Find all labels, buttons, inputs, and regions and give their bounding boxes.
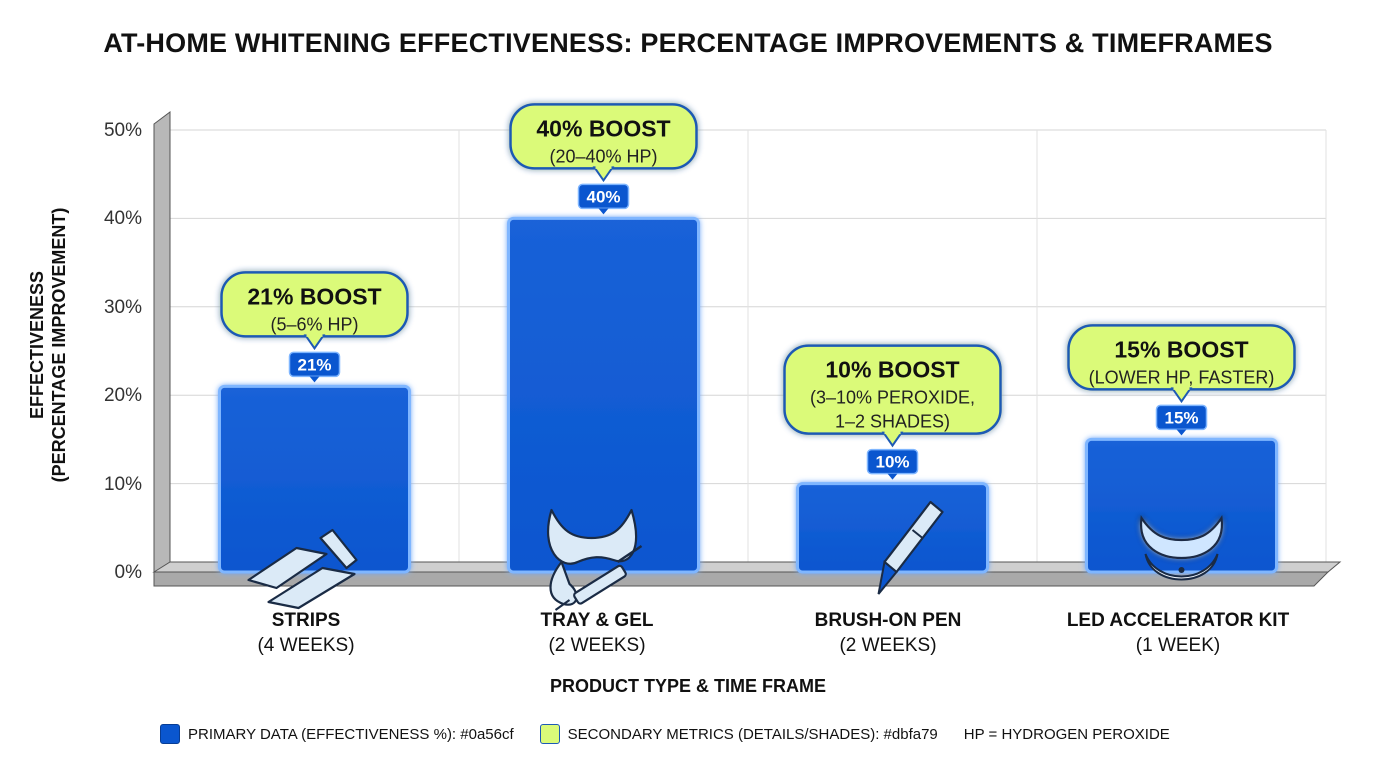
callout-title: 10% BOOST (825, 357, 959, 383)
callout-pointer (592, 166, 615, 183)
pen-band (911, 529, 924, 539)
y-tick-label: 30% (103, 297, 142, 318)
y-tick-label: 20% (103, 385, 142, 406)
callout-detail: (20–40% HP) (549, 146, 657, 166)
callout-title: 21% BOOST (247, 283, 381, 309)
callout-title: 40% BOOST (536, 115, 670, 141)
callout-detail: (3–10% PEROXIDE, (810, 388, 975, 408)
category-label-brush-pen: BRUSH-ON PEN (2 WEEKS) (758, 608, 1018, 658)
strips-icon (247, 528, 358, 610)
value-label: 15% (1164, 408, 1198, 427)
y-tick-label: 10% (103, 474, 142, 495)
category-timeframe: (1 WEEK) (1135, 635, 1221, 656)
bar-strips (218, 384, 411, 574)
led-base (1144, 553, 1219, 581)
value-label: 10% (875, 453, 909, 472)
value-label: 40% (586, 187, 620, 206)
legend: PRIMARY DATA (EFFECTIVENESS %): #0a56cf … (160, 724, 1196, 744)
legend-swatch-primary (160, 724, 180, 744)
callout-detail: (5–6% HP) (270, 314, 358, 334)
strip-shape (247, 546, 328, 590)
syringe-barrel (573, 564, 627, 605)
category-name: BRUSH-ON PEN (814, 610, 962, 631)
strip-shape (267, 566, 356, 610)
syringe-plunger (616, 544, 643, 564)
y-axis-wall (153, 111, 171, 581)
y-tick-label: 50% (103, 120, 142, 141)
y-tick-label: 40% (103, 208, 142, 229)
led-dot (1178, 567, 1185, 573)
strip-shape (319, 528, 358, 570)
legend-item-secondary: SECONDARY METRICS (DETAILS/SHADES): #dbf… (539, 724, 938, 744)
category-name: STRIPS (271, 610, 341, 631)
tray-shape (546, 508, 638, 565)
value-label-pointer (887, 473, 898, 480)
category-label-led-kit: LED ACCELERATOR KIT (1 WEEK) (1048, 608, 1308, 658)
category-timeframe: (4 WEEKS) (257, 635, 355, 656)
legend-note: HP = HYDROGEN PEROXIDE (964, 726, 1170, 743)
legend-item-primary: PRIMARY DATA (EFFECTIVENESS %): #0a56cf (160, 724, 514, 744)
bar-tray-syringe (507, 216, 700, 574)
legend-label-primary: PRIMARY DATA (EFFECTIVENESS %): #0a56cf (188, 725, 514, 743)
value-label: 21% (297, 355, 331, 374)
callout-pointer (881, 431, 904, 448)
value-label-pointer (309, 376, 320, 383)
led-tray (1140, 514, 1223, 560)
pen-tip (877, 560, 898, 595)
callout-pointer (303, 334, 326, 351)
x-axis-title: PRODUCT TYPE & TIME FRAME (549, 676, 826, 696)
chart-title: AT-HOME WHITENING EFFECTIVENESS: PERCENT… (103, 28, 1273, 58)
value-label-pointer (1176, 429, 1187, 436)
legend-swatch-secondary (539, 724, 560, 744)
category-label-strips: STRIPS (4 WEEKS) (176, 608, 436, 658)
pen-icon (877, 500, 944, 595)
value-label-pointer (598, 208, 609, 215)
callout-title: 15% BOOST (1114, 336, 1248, 362)
legend-note-text: HP = HYDROGEN PEROXIDE (963, 725, 1170, 743)
category-timeframe: (2 WEEKS) (839, 635, 937, 656)
category-label-tray-gel: TRAY & GEL (2 WEEKS) (467, 608, 727, 658)
legend-label-secondary: SECONDARY METRICS (DETAILS/SHADES): #dbf… (567, 725, 938, 743)
category-name: LED ACCELERATOR KIT (1066, 610, 1290, 631)
led-mouthpiece-icon (1140, 514, 1223, 581)
callout-detail: 1–2 SHADES) (835, 412, 950, 432)
y-tick-label: 0% (114, 562, 142, 583)
category-timeframe: (2 WEEKS) (548, 635, 646, 656)
category-name: TRAY & GEL (540, 610, 654, 631)
tray-syringe-icon (546, 508, 643, 611)
callout-detail: (LOWER HP, FASTER) (1089, 367, 1275, 387)
syringe-needle (554, 599, 571, 611)
